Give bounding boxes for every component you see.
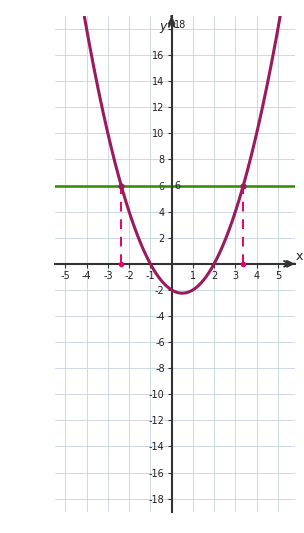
Text: x: x xyxy=(296,249,303,263)
Text: 18: 18 xyxy=(174,20,186,30)
Text: 6: 6 xyxy=(174,181,180,191)
Text: y: y xyxy=(159,20,166,33)
